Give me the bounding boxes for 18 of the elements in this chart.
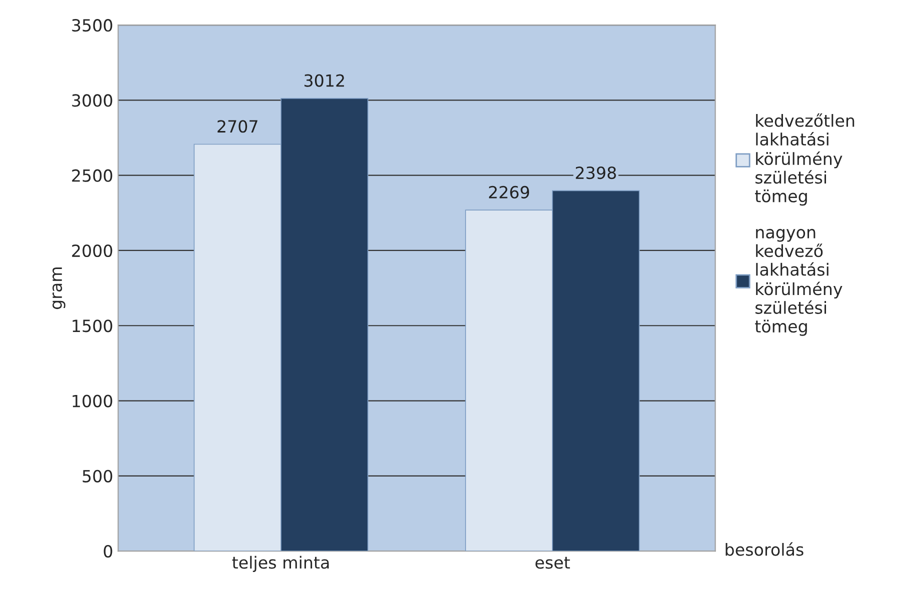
data-label: 2707 xyxy=(218,120,258,133)
data-label: 2398 xyxy=(576,166,616,180)
y-tick-label: 2500 xyxy=(72,169,112,182)
legend-label: kedvezőtlen lakhatási körülmény születési tömeg xyxy=(755,113,854,206)
y-tick-label: 1000 xyxy=(72,394,112,408)
y-axis-title: gram xyxy=(52,268,66,310)
x-tick-label: teljes minta xyxy=(232,556,329,572)
data-label: 2269 xyxy=(489,186,530,198)
y-tick-label: 500 xyxy=(82,470,112,482)
x-tick-label: eset xyxy=(535,556,570,569)
y-tick-label: 3500 xyxy=(72,19,112,32)
legend-label: nagyon kedvező lakhatási körülmény születési tömeg xyxy=(755,228,842,336)
data-label: 3012 xyxy=(304,74,344,87)
y-tick-label: 1500 xyxy=(72,320,112,332)
x-axis-title: besorolás xyxy=(726,542,804,556)
y-tick-label: 2000 xyxy=(72,244,112,258)
y-tick-label: 0 xyxy=(104,544,112,558)
y-tick-label: 3000 xyxy=(72,94,112,107)
